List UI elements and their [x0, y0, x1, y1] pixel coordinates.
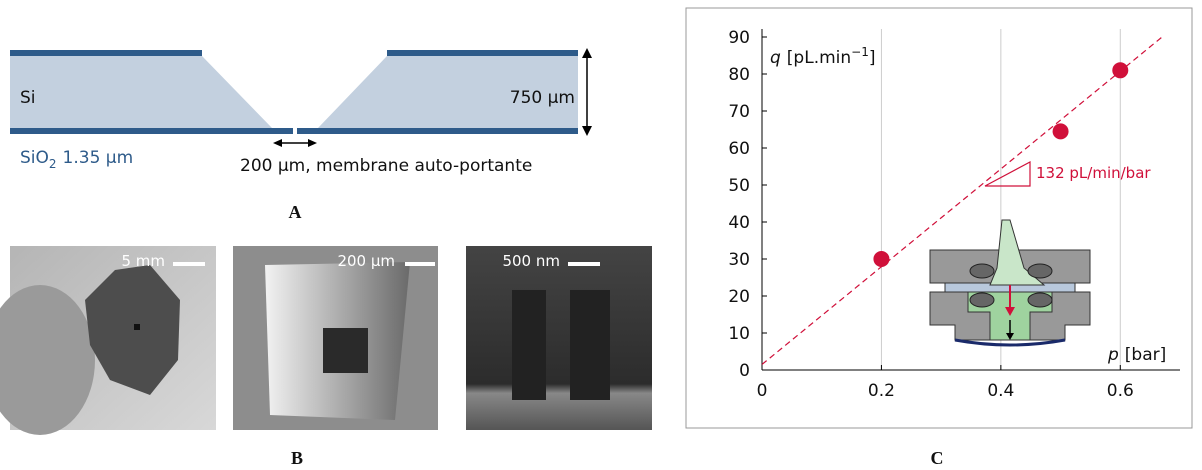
scale-bar: [173, 262, 205, 266]
silicon: [10, 56, 272, 128]
arrow-head: [273, 139, 282, 147]
panel-label: C: [931, 448, 944, 468]
y-tick-label: 40: [728, 213, 750, 233]
oxide-label: SiO2 1.35 µm: [20, 148, 133, 171]
y-tick-label: 50: [728, 176, 750, 196]
scale-bar-label: 200 µm: [337, 252, 395, 270]
fit-label: 132 pL/min/bar: [1036, 164, 1151, 182]
arrow-head: [1005, 307, 1015, 316]
panel-label: A: [289, 202, 302, 222]
arrow-head: [308, 139, 317, 147]
oxide-text: SiO: [20, 148, 49, 168]
point: [873, 251, 890, 267]
oxide-layer: [297, 128, 578, 134]
o-ring: [1027, 263, 1053, 279]
panel-label: B: [291, 448, 303, 468]
y-sup: −1: [851, 45, 869, 59]
photo: [466, 246, 652, 430]
trench: [512, 290, 546, 400]
y-tick-label: 70: [728, 102, 750, 122]
x-unit: [bar]: [1125, 345, 1166, 365]
opening-label: 200 µm, membrane auto-portante: [240, 156, 532, 176]
silicon: [318, 56, 578, 128]
panel-a: Si 750 µm SiO2 1.35 µm 200 µm, membrane a…: [10, 48, 592, 222]
y-tick-label: 20: [728, 287, 750, 307]
trench: [570, 290, 610, 400]
scale-bar: [568, 262, 600, 266]
oxide-thickness: 1.35 µm: [63, 148, 134, 168]
y-tick-label: 90: [728, 28, 750, 48]
scale-bar: [405, 262, 435, 266]
o-ring: [1027, 292, 1053, 308]
y-unit: [pL.min: [787, 48, 851, 68]
chart-frame: [685, 7, 1193, 429]
finger: [0, 285, 95, 435]
y-tick-label: 10: [728, 324, 750, 344]
y-tick-label: 80: [728, 65, 750, 85]
arrow-head: [582, 126, 592, 136]
o-ring: [969, 263, 995, 279]
arrow-head: [1006, 333, 1014, 340]
point: [1112, 62, 1129, 79]
oxide-layer: [10, 128, 293, 134]
y-axis-label: q [pL.min−1]: [770, 45, 876, 68]
oxide-layer: [387, 50, 578, 56]
point: [1052, 123, 1069, 140]
o-ring: [969, 292, 995, 308]
fit-line: [761, 36, 1163, 365]
oxide-sub: 2: [49, 157, 57, 171]
x-tick-label: 0.6: [1107, 381, 1134, 401]
inset-diagram: [929, 219, 1091, 347]
scale-bar-label: 5 mm: [121, 252, 165, 270]
slope-triangle: [984, 161, 1031, 187]
y-close: ]: [869, 48, 876, 68]
y-tick-label: 60: [728, 139, 750, 159]
y-tick-label: 30: [728, 250, 750, 270]
wafer: [85, 265, 180, 395]
y-tick-label: 0: [739, 361, 750, 381]
x-tick-label: 0.4: [987, 381, 1014, 401]
membrane: [954, 338, 1066, 347]
thickness-label: 750 µm: [510, 88, 575, 108]
nozzle: [989, 219, 1046, 286]
arrow-head: [582, 48, 592, 58]
x-axis-label: p [bar]: [1107, 345, 1166, 365]
panel-b: 5 mm 200 µm 500 nm B: [0, 246, 652, 468]
pit-bottom: [323, 328, 368, 373]
y-var: q: [770, 48, 781, 68]
si-label: Si: [20, 88, 36, 108]
x-tick-label: 0.2: [868, 381, 895, 401]
oxide-layer: [10, 50, 202, 56]
x-tick-label: 0: [757, 381, 768, 401]
x-var: p: [1107, 345, 1119, 365]
scale-bar-label: 500 nm: [502, 252, 560, 270]
membrane-spot: [134, 324, 140, 330]
